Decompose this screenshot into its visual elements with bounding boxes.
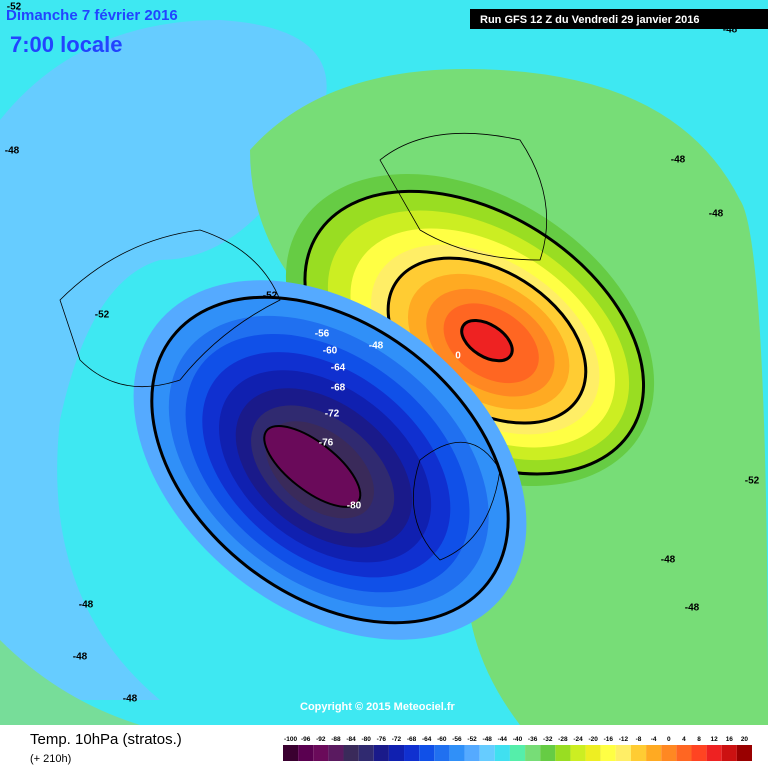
contour-label: -52 (745, 476, 760, 487)
contour-label: 0 (455, 351, 461, 362)
contour-label: -48 (723, 25, 738, 36)
colorbar-label: -28 (558, 736, 568, 743)
date-title: Dimanche 7 février 2016 (6, 7, 178, 24)
contour-label: -48 (709, 209, 724, 220)
colorbar-swatch (646, 745, 662, 761)
colorbar-swatch (313, 745, 329, 761)
colorbar-swatch (434, 745, 450, 761)
colorbar-swatch (706, 745, 722, 761)
colorbar-label: -64 (422, 736, 432, 743)
colorbar-label: -52 (467, 736, 477, 743)
contour-label: -48 (661, 555, 676, 566)
colorbar-swatch (358, 745, 374, 761)
contour-label: -60 (323, 346, 338, 357)
contour-label: -80 (347, 501, 362, 512)
colorbar-swatch (540, 745, 556, 761)
coastlines (59, 132, 548, 561)
colorbar-label: -20 (588, 736, 598, 743)
contour-label: -48 (369, 341, 384, 352)
contour-fill (263, 425, 362, 508)
colorbar-label: -32 (543, 736, 553, 743)
colorbar-label: -68 (407, 736, 417, 743)
colorbar-label: -16 (604, 736, 614, 743)
colorbar-label: -12 (619, 736, 629, 743)
contour-label: -48 (123, 694, 138, 705)
colorbar-label: -44 (498, 736, 508, 743)
colorbar-swatch (570, 745, 586, 761)
run-box (470, 9, 768, 29)
colorbar-label: -36 (528, 736, 538, 743)
contour-label: -52 (95, 310, 110, 321)
run-title: Run GFS 12 Z du Vendredi 29 janvier 2016 (480, 14, 699, 26)
colorbar-label: -80 (362, 736, 372, 743)
contour-label: -48 (685, 603, 700, 614)
contour-label: -56 (315, 329, 330, 340)
colorbar-swatch (494, 745, 510, 761)
colorbar-label: -24 (573, 736, 583, 743)
colorbar-label: 8 (697, 736, 701, 743)
colorbar-label: 20 (741, 736, 749, 743)
colorbar-swatch (615, 745, 631, 761)
contour-label: -52 (7, 2, 22, 13)
colorbar-swatch (479, 745, 495, 761)
copyright: Copyright © 2015 Meteociel.fr (300, 701, 456, 713)
contour-label: -48 (79, 600, 94, 611)
colorbar-label: -92 (316, 736, 326, 743)
contour-label: -48 (73, 652, 88, 663)
contour-label: -48 (671, 155, 686, 166)
contour-fill (460, 318, 514, 363)
colorbar-label: -84 (346, 736, 356, 743)
colorbar-swatch (419, 745, 435, 761)
colorbar-label: -56 (452, 736, 462, 743)
colorbar-swatch (298, 745, 314, 761)
colorbar-swatch (585, 745, 601, 761)
colorbar-swatch (283, 745, 299, 761)
region (0, 640, 140, 725)
colorbar-swatch (721, 745, 737, 761)
colorbar-swatch (676, 745, 692, 761)
colorbar-label: 12 (711, 736, 719, 743)
colorbar-label: -100 (284, 736, 297, 743)
colorbar-swatch (630, 745, 647, 761)
colorbar-swatch (464, 745, 480, 761)
contour-label: -72 (325, 409, 340, 420)
colorbar-label: -40 (513, 736, 523, 743)
contour-label: -68 (331, 383, 346, 394)
colorbar-swatch (328, 745, 344, 761)
colorbar-swatch (449, 745, 465, 761)
colorbar-label: 0 (667, 736, 671, 743)
colorbar-swatch (343, 745, 359, 761)
colorbar-label: -48 (483, 736, 493, 743)
colorbar-label: -76 (377, 736, 387, 743)
colorbar-swatch (555, 745, 571, 761)
colorbar-swatch (388, 745, 405, 761)
colorbar: -100 -96 -92 -88 -84 -80 -76 -72 -68 -64 -60 -56 -52… (283, 736, 752, 761)
cool-region (0, 20, 327, 700)
time-title: 7:00 locale (10, 32, 123, 57)
colorbar-swatch (525, 745, 541, 761)
colorbar-label: -88 (331, 736, 341, 743)
contour-label: -64 (331, 363, 346, 374)
colorbar-swatch (661, 745, 677, 761)
field-title: Temp. 10hPa (stratos.) (30, 731, 182, 748)
contour-label: -76 (319, 438, 334, 449)
lead-time: (+ 210h) (30, 753, 71, 765)
colorbar-label: -72 (392, 736, 402, 743)
colorbar-swatch (509, 745, 526, 761)
colorbar-label: -8 (636, 736, 642, 743)
contour-label: -52 (263, 291, 278, 302)
contour-label: -48 (5, 146, 20, 157)
colorbar-swatch (736, 745, 752, 761)
colorbar-label: 4 (682, 736, 686, 743)
colorbar-swatch (373, 745, 389, 761)
colorbar-label: -96 (301, 736, 311, 743)
colorbar-label: 16 (726, 736, 734, 743)
colorbar-label: -60 (437, 736, 447, 743)
cold-vortex (133, 280, 527, 640)
colorbar-swatch (691, 745, 707, 761)
colorbar-swatch (404, 745, 420, 761)
colorbar-label: -4 (651, 736, 657, 743)
colorbar-swatch (600, 745, 616, 761)
